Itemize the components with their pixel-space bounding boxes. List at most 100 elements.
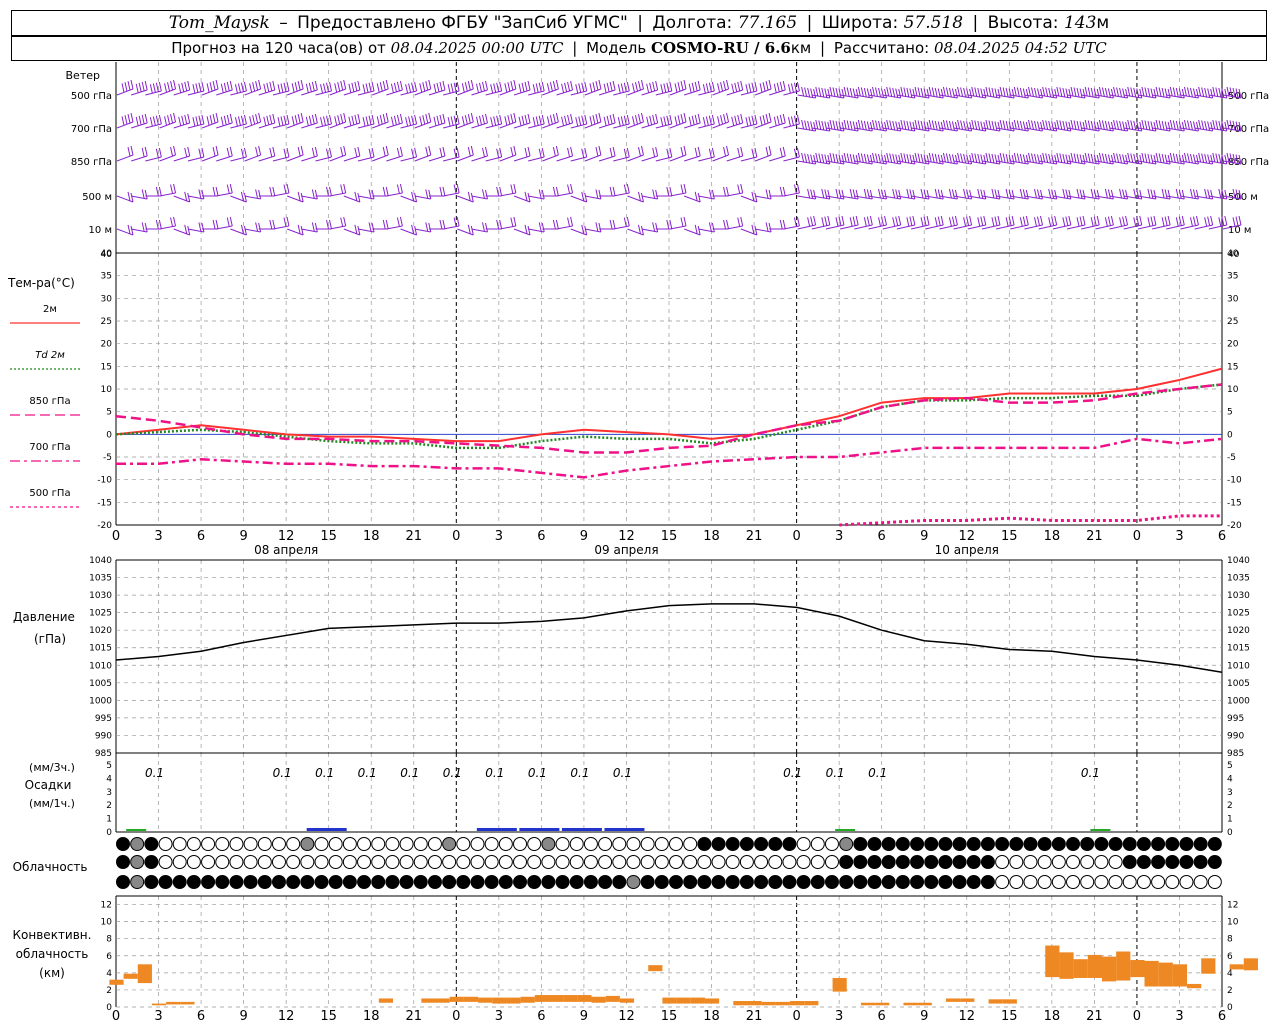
cloud-symbol — [853, 855, 868, 869]
cloud-symbol — [1009, 875, 1024, 889]
cloud-symbol — [782, 855, 797, 869]
wind-barb — [1024, 188, 1043, 200]
temp-tick-right: 40 — [1227, 249, 1239, 259]
cloud-symbol — [413, 875, 428, 889]
temp-legend-label: 700 гПа — [29, 442, 70, 453]
convective-bar — [1229, 964, 1244, 970]
cloud-symbol — [186, 855, 201, 869]
cloud-symbol — [1108, 837, 1123, 851]
conv-tick-left: 0 — [106, 1003, 112, 1013]
wind-barb — [301, 222, 318, 233]
precip-1h-bar — [126, 829, 147, 831]
cloud-symbol — [980, 875, 995, 889]
wind-barb — [1038, 86, 1058, 99]
temp-tick-right: 35 — [1227, 272, 1238, 282]
convective-bar — [676, 997, 691, 1004]
wind-barb — [669, 112, 687, 129]
pres-tick-left: 995 — [95, 714, 112, 724]
wind-barb — [201, 112, 219, 129]
prec-value-label: 0.1 — [1081, 766, 1100, 780]
cloud-symbol — [484, 837, 499, 851]
wind-barb — [797, 152, 817, 165]
wind-barb — [1010, 86, 1029, 99]
wind-barb — [1095, 152, 1114, 165]
cloud-symbol — [1009, 855, 1024, 869]
cloud-symbol — [456, 855, 471, 869]
wind-barb — [230, 114, 247, 129]
temp-series-line — [115, 367, 1223, 443]
temp-hour-label: 12 — [278, 529, 295, 544]
wind-barb — [343, 113, 361, 129]
conv-hour-label: 18 — [1044, 1009, 1061, 1024]
temp-tick-left: -10 — [97, 476, 112, 486]
cloud-symbol — [555, 875, 570, 889]
conv-hour-label: 15 — [320, 1009, 337, 1024]
prec-value-label: 0.1 — [485, 766, 504, 780]
wind-barb — [669, 79, 687, 96]
temp-tick-right: -10 — [1227, 476, 1242, 486]
wind-barb — [698, 189, 715, 200]
wind-barb — [230, 81, 247, 96]
wind-barb — [357, 222, 375, 233]
cloud-symbol — [399, 855, 414, 869]
cloud-symbol — [697, 875, 712, 889]
cloud-symbol — [910, 855, 925, 869]
wind-barb — [1152, 152, 1171, 165]
station-name: Tom_Maysk — [168, 13, 270, 33]
conv-hour-label: 6 — [878, 1009, 886, 1024]
convective-bar — [1172, 964, 1188, 987]
cloud-symbol — [513, 855, 528, 869]
wind-barb — [400, 81, 418, 96]
wind-barb — [854, 215, 873, 230]
temp-hour-label: 15 — [661, 529, 678, 544]
wind-barb — [301, 189, 318, 200]
pres-tick-right: 995 — [1227, 714, 1244, 724]
wind-barb — [939, 86, 958, 99]
convective-bar — [1187, 983, 1202, 989]
cloud-symbol — [839, 875, 854, 889]
cloud-symbol — [1051, 875, 1066, 889]
cloud-symbol — [172, 837, 187, 851]
wind-barb — [783, 183, 800, 197]
wind-barb — [116, 224, 134, 236]
wind-barb — [925, 188, 944, 200]
pres-tick-right: 1020 — [1227, 626, 1250, 636]
wind-barb — [443, 183, 460, 197]
cloud-symbol — [1066, 855, 1081, 869]
cloud-symbol — [286, 855, 301, 869]
convective-bar — [1243, 958, 1258, 971]
temp-tick-left: 20 — [101, 340, 113, 350]
conv-hour-label: 12 — [958, 1009, 975, 1024]
cloud-symbol — [215, 837, 230, 851]
conv-tick-left: 12 — [101, 901, 112, 911]
wind-barb — [201, 145, 219, 162]
cloud-symbol — [768, 855, 783, 869]
cloud-symbol — [640, 837, 655, 851]
cloud-symbol — [1094, 837, 1109, 851]
wind-barb — [244, 145, 262, 162]
wind-barb — [1194, 119, 1214, 132]
wind-barb — [131, 222, 148, 233]
convective-bar — [1158, 962, 1173, 987]
wind-level-label-right: 10 м — [1228, 225, 1251, 236]
wind-barb — [896, 215, 916, 230]
precip-3h-bar — [519, 828, 560, 831]
cloud-symbol — [839, 837, 854, 851]
wind-barb — [272, 114, 290, 129]
cloud-symbol — [754, 855, 769, 869]
wind-barb — [953, 215, 973, 230]
wind-barb — [825, 86, 845, 99]
cloud-symbol — [853, 837, 868, 851]
cloud-symbol — [271, 875, 286, 889]
cloud-symbol — [640, 855, 655, 869]
conv-tick-right: 8 — [1227, 935, 1233, 945]
wind-barb — [570, 147, 588, 162]
convective-bar — [166, 1001, 181, 1005]
wind-barb — [443, 114, 460, 129]
wind-barb — [1137, 119, 1157, 132]
pres-tick-left: 1040 — [89, 556, 112, 566]
temp-hour-label: 3 — [1175, 529, 1183, 544]
wind-barb — [343, 224, 361, 236]
cloud-symbol — [144, 837, 159, 851]
wind-barb — [1166, 152, 1185, 165]
